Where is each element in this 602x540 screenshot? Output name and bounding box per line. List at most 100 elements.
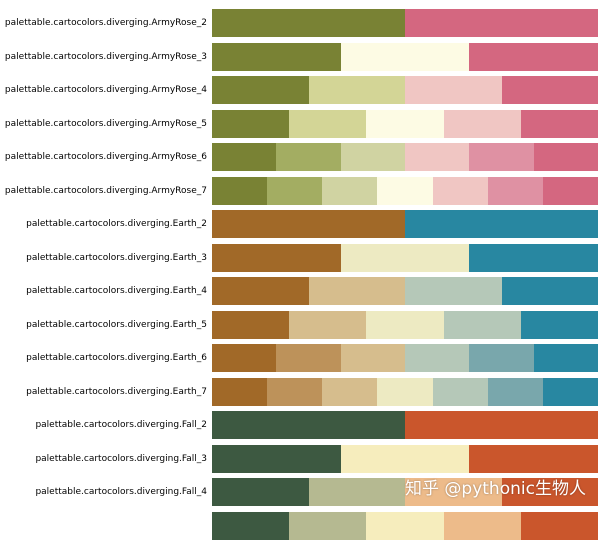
color-swatch (212, 210, 405, 238)
color-swatch (469, 444, 599, 473)
color-swatch (212, 109, 290, 138)
color-swatch (405, 478, 502, 506)
color-swatch (308, 478, 405, 506)
color-swatch (501, 478, 598, 506)
palette-label: palettable.cartocolors.diverging.Fall_4 (35, 487, 207, 497)
color-swatch (501, 76, 598, 104)
palette-label: palettable.cartocolors.diverging.Fall_3 (35, 453, 207, 464)
color-swatch (340, 42, 470, 71)
color-swatch (487, 377, 543, 406)
color-swatch (366, 310, 444, 339)
color-swatch (289, 511, 367, 540)
palette-row: palettable.cartocolors.diverging.Earth_7 (0, 377, 602, 406)
palette-label: palettable.cartocolors.diverging.ArmyRos… (4, 152, 207, 162)
palette-bar (212, 210, 598, 238)
color-swatch (405, 210, 598, 238)
color-swatch (533, 143, 598, 171)
color-swatch (432, 377, 488, 406)
palette-row: palettable.cartocolors.diverging.ArmyRos… (0, 42, 602, 71)
color-swatch (289, 109, 367, 138)
color-swatch (469, 143, 534, 171)
color-swatch (469, 42, 599, 71)
color-swatch (212, 9, 405, 37)
palette-label: palettable.cartocolors.diverging.Fall_2 (35, 420, 207, 430)
color-swatch (405, 9, 598, 37)
color-swatch (212, 42, 341, 71)
palette-label: palettable.cartocolors.diverging.Earth_2 (26, 219, 207, 229)
palette-row: palettable.cartocolors.diverging.Earth_5 (0, 310, 602, 339)
color-swatch (340, 243, 470, 272)
color-swatch (487, 176, 543, 205)
color-swatch (340, 444, 470, 473)
palette-row: palettable.cartocolors.diverging.ArmyRos… (0, 76, 602, 104)
color-swatch (377, 176, 433, 205)
color-swatch (443, 310, 521, 339)
palette-bar (212, 411, 598, 439)
palette-label: palettable.cartocolors.diverging.ArmyRos… (4, 118, 207, 129)
color-swatch (322, 377, 378, 406)
color-swatch (366, 109, 444, 138)
watermark: 知乎 @pythonic生物人 (405, 479, 586, 499)
color-swatch (212, 478, 309, 506)
palette-bar (212, 42, 599, 71)
palette-row: palettable.cartocolors.diverging.Fall_4 (0, 478, 602, 506)
color-swatch (276, 143, 341, 171)
color-swatch (469, 344, 534, 372)
color-swatch (542, 176, 598, 205)
color-swatch (405, 277, 502, 305)
palette-bar (212, 9, 598, 37)
palette-bar (212, 310, 599, 339)
palette-bar (212, 143, 598, 171)
palette-bar (212, 76, 598, 104)
palette-row: palettable.cartocolors.diverging.ArmyRos… (0, 109, 602, 138)
palette-row: palettable.cartocolors.diverging.Earth_3 (0, 243, 602, 272)
color-swatch (520, 511, 599, 540)
color-swatch (212, 243, 341, 272)
color-swatch (212, 411, 405, 439)
palette-row: palettable.cartocolors.diverging.Fall_3 (0, 444, 602, 473)
color-swatch (212, 377, 268, 406)
color-swatch (366, 511, 444, 540)
palette-bar (212, 277, 598, 305)
color-swatch (432, 176, 488, 205)
palette-row: palettable.cartocolors.diverging.ArmyRos… (0, 176, 602, 205)
color-swatch (212, 344, 277, 372)
color-swatch (212, 76, 309, 104)
palette-row (0, 511, 602, 540)
color-swatch (340, 344, 405, 372)
color-swatch (267, 377, 323, 406)
color-swatch (276, 344, 341, 372)
color-swatch (212, 277, 309, 305)
color-swatch (267, 176, 323, 205)
palette-row: palettable.cartocolors.diverging.ArmyRos… (0, 143, 602, 171)
palette-row: palettable.cartocolors.diverging.Earth_6 (0, 344, 602, 372)
palette-label: palettable.cartocolors.diverging.Earth_4 (26, 286, 207, 296)
palette-bar (212, 109, 599, 138)
color-swatch (212, 444, 341, 473)
palette-label: palettable.cartocolors.diverging.Earth_7 (26, 386, 207, 397)
color-swatch (405, 76, 502, 104)
palette-label: palettable.cartocolors.diverging.ArmyRos… (4, 185, 207, 196)
color-swatch (404, 143, 470, 171)
palette-bar (212, 176, 598, 205)
palette-label: palettable.cartocolors.diverging.Earth_5 (26, 319, 207, 330)
color-swatch (501, 277, 598, 305)
palette-bar (212, 478, 598, 506)
color-swatch (443, 511, 521, 540)
color-swatch (212, 511, 290, 540)
palette-row: palettable.cartocolors.diverging.Fall_2 (0, 411, 602, 439)
palette-label: palettable.cartocolors.diverging.Earth_6 (26, 353, 207, 363)
color-swatch (533, 344, 598, 372)
palette-label: palettable.cartocolors.diverging.ArmyRos… (4, 18, 207, 28)
color-swatch (404, 344, 470, 372)
palette-label: palettable.cartocolors.diverging.ArmyRos… (4, 51, 207, 62)
palette-label: palettable.cartocolors.diverging.ArmyRos… (4, 85, 207, 95)
color-swatch (212, 176, 268, 205)
palette-label: palettable.cartocolors.diverging.Earth_3 (26, 252, 207, 263)
color-swatch (322, 176, 378, 205)
palette-bar (212, 243, 599, 272)
color-swatch (308, 76, 405, 104)
color-swatch (520, 310, 599, 339)
color-swatch (340, 143, 405, 171)
palette-row: palettable.cartocolors.diverging.ArmyRos… (0, 9, 602, 37)
